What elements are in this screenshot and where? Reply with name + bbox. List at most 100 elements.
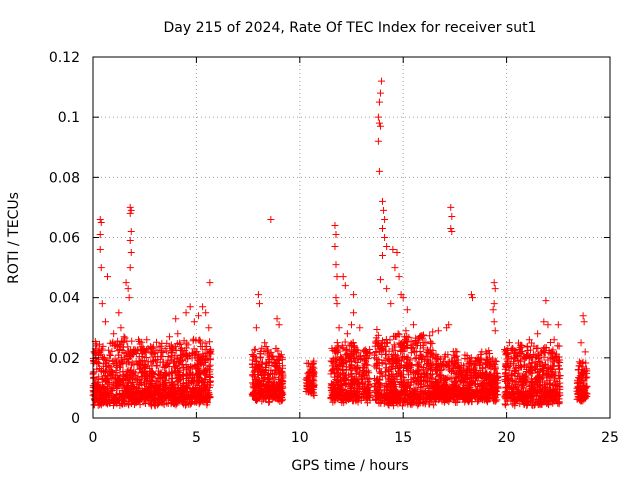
data-point	[97, 394, 105, 402]
data-point	[133, 380, 141, 388]
data-point	[114, 337, 122, 345]
data-point	[491, 327, 499, 335]
data-point	[134, 347, 142, 355]
data-point	[256, 350, 264, 358]
data-point	[196, 336, 204, 344]
data-point	[90, 359, 98, 367]
data-point	[180, 371, 188, 379]
data-point	[118, 400, 126, 408]
data-point	[258, 397, 266, 405]
data-point	[391, 264, 399, 272]
x-axis-label: GPS time / hours	[291, 458, 408, 474]
data-point	[175, 360, 183, 368]
data-point	[141, 384, 149, 392]
data-point	[258, 358, 266, 366]
y-tick-label: 0.02	[49, 351, 80, 367]
data-point	[159, 349, 167, 357]
data-point	[376, 122, 384, 130]
data-point	[158, 339, 166, 347]
data-point	[251, 367, 259, 375]
data-point	[108, 340, 116, 348]
data-point	[356, 324, 364, 332]
data-point	[93, 387, 101, 395]
data-point	[138, 343, 146, 351]
data-point	[383, 243, 391, 251]
data-point	[254, 361, 262, 369]
data-point	[132, 391, 140, 399]
data-point	[262, 385, 270, 393]
data-point	[116, 345, 124, 353]
data-point	[534, 330, 542, 338]
data-point	[275, 321, 283, 329]
data-point	[379, 252, 387, 260]
data-point	[105, 398, 113, 406]
data-point	[124, 343, 132, 351]
data-point	[554, 342, 562, 350]
data-point	[251, 345, 259, 353]
data-point	[250, 353, 258, 361]
data-point	[119, 338, 127, 346]
data-point	[102, 399, 110, 407]
data-point	[379, 224, 387, 232]
data-point	[206, 338, 214, 346]
x-tick-label: 20	[498, 430, 516, 446]
data-point	[191, 398, 199, 406]
data-point	[426, 332, 434, 340]
data-point	[187, 399, 195, 407]
data-point	[310, 372, 318, 380]
data-point	[264, 349, 272, 357]
data-point	[195, 356, 203, 364]
data-point	[267, 388, 275, 396]
data-point	[206, 374, 214, 382]
data-point	[201, 346, 209, 354]
data-point	[383, 285, 391, 293]
data-point	[303, 359, 311, 367]
data-point	[123, 370, 131, 378]
data-point	[276, 353, 284, 361]
data-point	[265, 371, 273, 379]
data-point	[103, 273, 111, 281]
data-point	[393, 249, 401, 257]
data-point	[152, 386, 160, 394]
data-point	[153, 346, 161, 354]
data-point	[96, 401, 104, 409]
y-tick-label: 0.08	[49, 170, 80, 186]
data-point	[200, 367, 208, 375]
data-point	[489, 306, 497, 314]
data-point	[335, 324, 343, 332]
data-point	[140, 388, 148, 396]
data-point	[172, 367, 180, 375]
data-point	[121, 334, 129, 342]
data-point	[96, 230, 104, 238]
data-point	[248, 360, 256, 368]
data-point	[255, 391, 263, 399]
data-point	[125, 294, 133, 302]
data-point	[374, 113, 382, 121]
data-point	[93, 342, 101, 350]
data-point	[377, 77, 385, 85]
data-point	[205, 390, 213, 398]
data-point	[115, 375, 123, 383]
data-point	[333, 273, 341, 281]
data-point	[490, 279, 498, 287]
data-point	[266, 384, 274, 392]
data-point	[182, 361, 190, 369]
data-point	[172, 343, 180, 351]
data-point	[186, 303, 194, 311]
data-point	[160, 385, 168, 393]
data-point	[143, 362, 151, 370]
data-point	[273, 363, 281, 371]
data-point	[135, 365, 143, 373]
data-point	[156, 378, 164, 386]
data-point	[189, 392, 197, 400]
data-point	[127, 206, 135, 214]
data-point	[90, 368, 98, 376]
data-point	[502, 401, 510, 409]
data-point	[174, 330, 182, 338]
data-point	[127, 249, 135, 257]
data-point	[200, 395, 208, 403]
data-point	[163, 347, 171, 355]
data-point	[263, 389, 271, 397]
data-point	[271, 370, 279, 378]
data-point	[156, 390, 164, 398]
